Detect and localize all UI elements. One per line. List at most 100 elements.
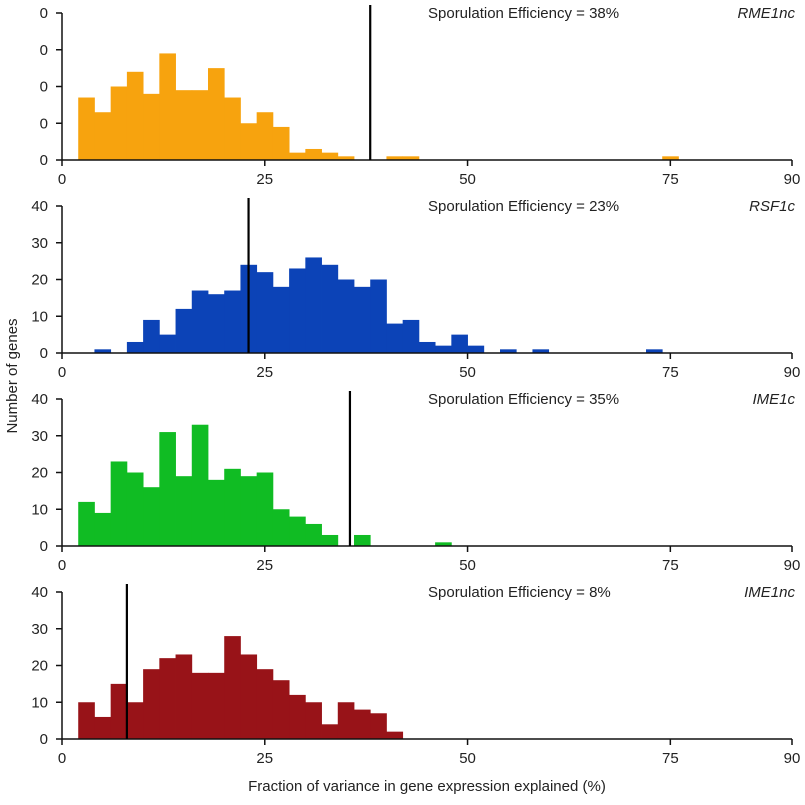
- histogram-bar: [94, 716, 112, 739]
- histogram-bar: [94, 349, 112, 353]
- histogram-bar: [289, 152, 306, 160]
- histogram-bar: [337, 702, 355, 739]
- y-tick-label: 30: [31, 235, 48, 252]
- histogram-bar: [354, 709, 371, 739]
- histogram-bar: [272, 126, 290, 160]
- histogram-bar: [256, 112, 274, 160]
- x-tick-label: 50: [459, 750, 476, 767]
- histogram-bar: [175, 476, 193, 546]
- strain-label: IME1nc: [744, 584, 795, 601]
- histogram-bar: [191, 290, 209, 353]
- x-tick-label: 25: [256, 750, 273, 767]
- histogram-bar: [321, 534, 339, 546]
- x-tick-label: 0: [58, 750, 66, 767]
- histogram-bar: [386, 156, 404, 160]
- histogram-bar: [208, 479, 225, 546]
- sporulation-efficiency-label: Sporulation Efficiency = 8%: [428, 584, 611, 601]
- y-tick-label: 30: [31, 428, 48, 445]
- histogram-bar: [272, 680, 290, 739]
- x-tick-label: 90: [784, 750, 801, 767]
- histogram-bar: [337, 156, 355, 160]
- histogram-bar: [110, 461, 128, 546]
- histogram-bar: [272, 509, 290, 546]
- strain-label: RSF1c: [749, 198, 795, 215]
- histogram-bar: [159, 53, 176, 160]
- histogram-bar: [224, 97, 241, 160]
- y-tick-label: 40: [31, 584, 48, 601]
- x-tick-label: 0: [58, 171, 66, 188]
- histogram-bar: [418, 341, 436, 353]
- y-tick-label: 40: [31, 198, 48, 215]
- x-tick-label: 50: [459, 171, 476, 188]
- histogram-bar: [435, 345, 452, 353]
- y-tick-label: 0: [40, 5, 48, 22]
- histogram-bar: [451, 334, 468, 353]
- histogram-bar: [143, 669, 160, 739]
- histogram-bar: [191, 90, 209, 160]
- histogram-bar: [143, 487, 160, 546]
- y-tick-label: 0: [40, 42, 48, 59]
- histogram-bar: [321, 152, 339, 160]
- histogram-bar: [110, 86, 128, 160]
- histogram-bar: [208, 68, 225, 160]
- histogram-bar: [305, 148, 322, 160]
- x-tick-label: 90: [784, 557, 801, 574]
- histogram-bar: [321, 264, 339, 353]
- histogram-bar: [305, 523, 322, 546]
- histogram-bar: [337, 279, 355, 353]
- histogram-bar: [175, 308, 193, 353]
- histogram-bar: [126, 702, 144, 739]
- y-tick-label: 20: [31, 272, 48, 289]
- panel-IME1nc: 0 10 20 30 40 0 25 50 75 90 Sporulation Efficiency…: [31, 584, 800, 767]
- y-tick-label: 20: [31, 465, 48, 482]
- x-tick-label: 0: [58, 557, 66, 574]
- sporulation-efficiency-label: Sporulation Efficiency = 35%: [428, 391, 619, 408]
- histogram-bar: [402, 156, 420, 160]
- x-tick-label: 50: [459, 557, 476, 574]
- y-tick-label: 10: [31, 308, 48, 325]
- histogram-bar: [500, 349, 517, 353]
- histogram-bar: [532, 349, 550, 353]
- histogram-bar: [467, 345, 485, 353]
- histogram-bar: [78, 702, 95, 739]
- histogram-bar: [94, 512, 112, 546]
- histogram-bar: [305, 702, 322, 739]
- histogram-bar: [191, 424, 209, 546]
- histogram-bar: [272, 286, 290, 353]
- histogram-bar: [240, 123, 258, 160]
- x-tick-label: 75: [662, 750, 679, 767]
- histogram-bar: [289, 694, 306, 739]
- y-tick-label: 40: [31, 391, 48, 408]
- histogram-bar: [191, 672, 209, 739]
- y-tick-label: 0: [40, 115, 48, 132]
- histogram-bar: [402, 319, 420, 353]
- histogram-bar: [159, 432, 176, 546]
- sporulation-efficiency-label: Sporulation Efficiency = 23%: [428, 198, 619, 215]
- histogram-bar: [240, 654, 258, 739]
- histogram-bar: [94, 112, 112, 160]
- y-tick-label: 0: [40, 152, 48, 169]
- histogram-bar: [256, 669, 274, 739]
- y-tick-label: 0: [40, 345, 48, 362]
- y-axis-title: Number of genes: [4, 318, 21, 433]
- x-axis-title: Fraction of variance in gene expression …: [248, 778, 606, 795]
- y-tick-label: 0: [40, 731, 48, 748]
- histogram-bar: [256, 272, 274, 353]
- histogram-bar: [305, 257, 322, 353]
- histogram-bar: [143, 93, 160, 160]
- histogram-bar: [78, 501, 95, 546]
- histogram-bar: [370, 713, 387, 739]
- histogram-bar: [126, 472, 144, 546]
- histogram-bar: [240, 476, 258, 546]
- histogram-bar: [175, 654, 193, 739]
- y-tick-label: 10: [31, 694, 48, 711]
- histogram-bar: [386, 323, 404, 353]
- histogram-bar: [143, 319, 160, 353]
- histogram-bar: [662, 156, 679, 160]
- y-tick-label: 10: [31, 501, 48, 518]
- x-tick-label: 75: [662, 171, 679, 188]
- histogram-bar: [289, 268, 306, 353]
- x-tick-label: 75: [662, 364, 679, 381]
